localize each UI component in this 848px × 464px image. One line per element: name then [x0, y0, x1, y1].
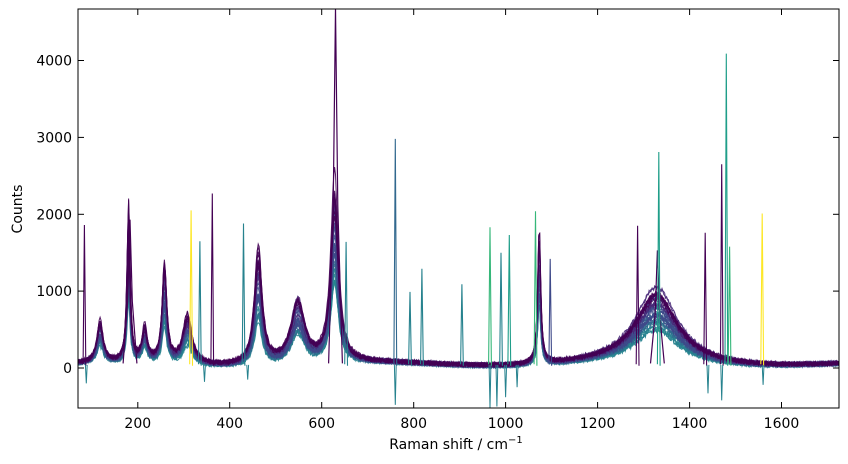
negative-spike	[720, 364, 724, 401]
x-tick-label: 600	[308, 416, 335, 432]
y-tick-label: 3000	[36, 130, 72, 146]
cosmic-ray-spike	[197, 241, 202, 366]
cosmic-ray-spike	[760, 213, 765, 366]
y-tick-label: 4000	[36, 54, 72, 70]
negative-spike	[495, 364, 499, 407]
max-trace-peak	[122, 219, 138, 364]
x-tick-label: 1600	[764, 416, 800, 432]
cosmic-ray-spike	[719, 164, 724, 366]
max-trace-peak	[649, 250, 665, 364]
negative-spike	[504, 364, 508, 398]
x-tick-label: 1400	[672, 416, 708, 432]
x-tick-label: 200	[124, 416, 151, 432]
cosmic-ray-spike	[635, 225, 640, 366]
cosmic-ray-spike	[420, 268, 424, 366]
negative-spike	[515, 364, 519, 388]
y-tick-label: 0	[63, 361, 72, 377]
cosmic-ray-spike	[656, 151, 661, 366]
negative-spike	[203, 364, 206, 382]
cosmic-ray-spike	[724, 53, 729, 366]
cosmic-ray-spike	[533, 211, 538, 366]
x-tick-label: 400	[216, 416, 243, 432]
plot-frame	[77, 8, 840, 409]
cosmic-ray-spike	[703, 232, 708, 366]
cosmic-ray-spike	[727, 246, 732, 366]
y-axis-ticks: 0 1000 2000 3000 4000	[36, 54, 839, 377]
y-tick-label: 2000	[36, 207, 72, 223]
cosmic-ray-spike	[344, 241, 349, 366]
negative-spike	[246, 364, 250, 380]
y-axis-label: Counts	[10, 185, 26, 234]
x-axis-ticks: 200 400 600 800 1000 1200 1400 1600	[124, 9, 799, 432]
cosmic-ray-spike	[393, 138, 398, 366]
cosmic-ray-spike	[499, 252, 503, 366]
max-trace-peak	[328, 9, 343, 364]
cosmic-ray-spike	[408, 291, 412, 366]
cosmic-ray-spike	[548, 258, 553, 366]
plot-background	[78, 9, 839, 408]
cosmic-ray-spike	[488, 227, 492, 366]
cosmic-ray-spike	[460, 284, 464, 366]
cosmic-ray-spike	[507, 234, 512, 366]
negative-spike	[488, 364, 492, 408]
x-tick-label: 1200	[580, 416, 616, 432]
cosmic-ray-spike	[189, 210, 194, 366]
negative-spike	[761, 364, 765, 385]
x-tick-label: 1000	[488, 416, 524, 432]
negative-spike	[393, 364, 397, 405]
cosmic-ray-spike	[241, 223, 246, 366]
x-axis-label: Raman shift / cm−1	[389, 435, 522, 453]
x-tick-label: 800	[400, 416, 427, 432]
cosmic-ray-spike	[210, 193, 215, 366]
spectra-traces	[78, 9, 839, 408]
cosmic-ray-spike	[82, 224, 87, 366]
spectrum-trace	[78, 197, 839, 369]
negative-spike	[84, 364, 88, 384]
y-tick-label: 1000	[36, 284, 72, 300]
spectrum-trace	[78, 210, 839, 368]
negative-spike	[706, 364, 710, 394]
